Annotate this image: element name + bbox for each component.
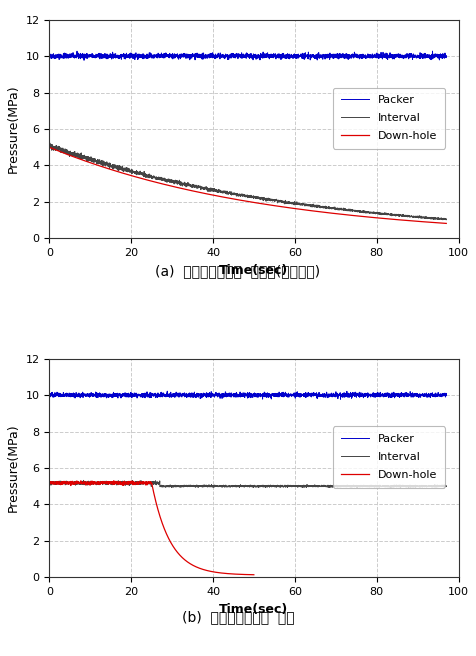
Packer xyxy=(337,396,343,403)
Packer xyxy=(81,56,87,64)
Packer xyxy=(47,392,52,400)
Down-hole xyxy=(444,220,449,228)
Line: Packer: Packer xyxy=(50,391,446,400)
Legend: Packer, Interval, Down-hole: Packer, Interval, Down-hole xyxy=(333,87,445,149)
Y-axis label: Pressure(MPa): Pressure(MPa) xyxy=(7,85,20,173)
Packer xyxy=(199,390,205,398)
Packer xyxy=(92,53,98,61)
Packer xyxy=(444,52,449,60)
Interval xyxy=(388,483,394,491)
Interval xyxy=(199,482,205,490)
Packer xyxy=(116,51,121,59)
Interval xyxy=(216,482,222,490)
Packer xyxy=(393,52,399,60)
Packer xyxy=(115,392,121,400)
Text: (a)  솔레노이드밸브  미사용(기존방식): (a) 솔레노이드밸브 미사용(기존방식) xyxy=(156,264,320,279)
Line: Interval: Interval xyxy=(50,143,446,220)
Interval xyxy=(47,478,52,486)
X-axis label: Time(sec): Time(sec) xyxy=(219,264,288,277)
Packer xyxy=(47,52,52,60)
Down-hole xyxy=(216,192,222,200)
Down-hole xyxy=(115,479,121,487)
Interval xyxy=(393,211,399,218)
X-axis label: Time(sec): Time(sec) xyxy=(219,603,288,615)
Down-hole xyxy=(198,565,204,573)
Interval xyxy=(80,476,86,484)
Packer xyxy=(430,47,436,55)
Line: Interval: Interval xyxy=(50,480,446,487)
Packer xyxy=(92,391,98,399)
Packer xyxy=(436,391,442,399)
Interval xyxy=(216,188,222,196)
Legend: Packer, Interval, Down-hole: Packer, Interval, Down-hole xyxy=(333,426,445,487)
Packer xyxy=(393,390,399,398)
Interval xyxy=(92,155,98,163)
Line: Down-hole: Down-hole xyxy=(50,481,254,575)
Down-hole xyxy=(47,479,52,487)
Down-hole xyxy=(47,143,52,151)
Text: (b)  솔레노이드밸브  사용: (b) 솔레노이드밸브 사용 xyxy=(182,610,294,624)
Down-hole xyxy=(436,219,441,227)
Down-hole xyxy=(393,216,398,224)
Interval xyxy=(92,478,98,486)
Down-hole xyxy=(198,189,204,197)
Interval xyxy=(444,482,449,490)
Packer xyxy=(164,387,170,395)
Interval xyxy=(47,139,53,147)
Packer xyxy=(436,51,442,59)
Interval xyxy=(199,183,205,191)
Down-hole xyxy=(92,160,98,168)
Packer xyxy=(199,55,205,63)
Interval xyxy=(393,482,399,490)
Packer xyxy=(444,390,449,398)
Packer xyxy=(216,390,222,398)
Interval xyxy=(440,216,446,224)
Interval xyxy=(116,477,121,485)
Packer xyxy=(216,52,222,60)
Interval xyxy=(116,167,121,174)
Down-hole xyxy=(216,569,222,577)
Line: Down-hole: Down-hole xyxy=(50,147,446,224)
Interval xyxy=(47,144,52,152)
Y-axis label: Pressure(MPa): Pressure(MPa) xyxy=(7,424,20,512)
Down-hole xyxy=(92,478,98,486)
Interval xyxy=(436,483,442,491)
Interval xyxy=(444,216,449,224)
Line: Packer: Packer xyxy=(50,51,446,60)
Interval xyxy=(436,215,441,222)
Down-hole xyxy=(115,168,121,176)
